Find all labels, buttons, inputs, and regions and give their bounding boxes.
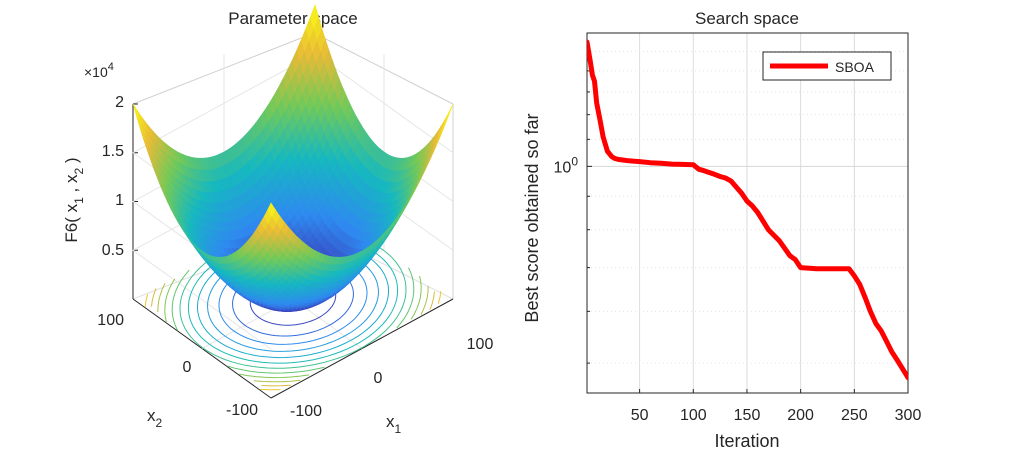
z-axis-label: F6( x1 , x2 ) (62, 157, 86, 242)
y-gridline (201, 54, 385, 349)
z-exponent-label: ×104 (84, 61, 114, 80)
right-chart-title: Search space (695, 9, 799, 28)
x1-axis-label: x1 (386, 412, 402, 436)
search-space-chart: Search space 50 100 150 200 250 300 100 … (522, 9, 921, 451)
y-tick-label: -100 (226, 402, 258, 419)
y-axis-label: Best score obtained so far (522, 113, 542, 322)
x-tick-label: 200 (787, 407, 814, 424)
surface-face (444, 103, 454, 124)
z-tick-label: 0.5 (102, 242, 124, 259)
z-tick-label: 1.5 (102, 143, 124, 160)
legend-label-sboa: SBOA (835, 59, 875, 75)
z-tick-label: 1 (115, 192, 124, 209)
legend: SBOA (762, 51, 892, 81)
z-tick-label: 2 (115, 94, 124, 111)
x-tick-label: 0 (374, 370, 383, 387)
x-tick-label: 250 (841, 407, 868, 424)
x-tick-label: 50 (631, 407, 649, 424)
right-axes-box (586, 32, 909, 394)
parameter-space-chart: Parameter space 0.5 1 1.5 2 ×104 100 0 -… (62, 4, 494, 436)
surface-mesh (132, 4, 454, 312)
right-tick-marks (587, 50, 909, 393)
x-tick-label: 100 (680, 407, 707, 424)
y-tick-label: 100 (97, 312, 124, 329)
left-chart-title: Parameter space (228, 9, 357, 28)
x-tick-label: 300 (895, 407, 922, 424)
y-tick-label: 0 (183, 359, 192, 376)
x-tick-label: 150 (734, 407, 761, 424)
x-axis-label: Iteration (714, 431, 779, 451)
x-tick-label: -100 (290, 403, 322, 420)
x-tick-label: 100 (467, 336, 494, 353)
right-grid (587, 33, 909, 393)
right-x-tick-labels: 50 100 150 200 250 300 (631, 407, 922, 424)
surface-face (132, 103, 142, 124)
x2-axis-label: x2 (147, 406, 163, 430)
y-tick-label: 100 (554, 154, 579, 176)
series-line-sboa (587, 39, 908, 381)
